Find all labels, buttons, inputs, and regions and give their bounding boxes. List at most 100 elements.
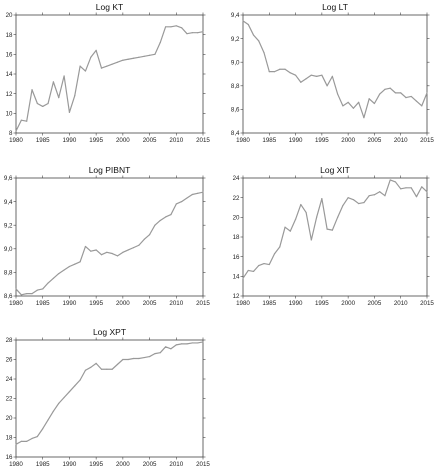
x-tick-label: 2000 (116, 461, 130, 468)
data-point (252, 270, 255, 273)
x-tick-label: 1990 (63, 461, 77, 468)
data-point (197, 192, 199, 194)
data-point (415, 100, 418, 102)
data-point (300, 203, 302, 206)
data-point (148, 234, 151, 236)
data-point (384, 195, 386, 197)
x-tick-label: 2010 (169, 300, 183, 307)
x-tick-label: 1990 (289, 300, 303, 307)
series-line (15, 25, 204, 132)
data-point (138, 244, 140, 246)
data-point (368, 98, 370, 100)
data-point (384, 88, 386, 90)
data-point (263, 52, 265, 54)
y-tick-label: 18 (6, 32, 13, 39)
x-tick-label: 2015 (420, 137, 434, 144)
data-point (68, 391, 71, 393)
x-tick-label: 1980 (236, 300, 250, 307)
data-point (363, 201, 365, 204)
x-tick-label: 2010 (394, 300, 408, 307)
data-point (143, 55, 145, 57)
data-point (197, 32, 199, 34)
data-point (305, 211, 307, 214)
data-point (294, 218, 297, 220)
data-point (181, 27, 183, 29)
data-point (148, 355, 151, 358)
y-tick-label: 14 (233, 274, 240, 281)
y-tick-label: 20 (6, 415, 13, 422)
data-point (191, 32, 193, 34)
data-point (68, 265, 71, 268)
data-point (273, 253, 276, 255)
x-tick-label: 1985 (262, 137, 276, 144)
data-point (63, 396, 65, 399)
x-tick-label: 2005 (368, 137, 382, 144)
data-point (42, 288, 44, 290)
data-point (389, 179, 391, 181)
data-point (352, 199, 354, 201)
data-point (379, 191, 381, 193)
data-point (289, 72, 291, 74)
x-tick-label: 1995 (89, 137, 103, 144)
data-point (197, 342, 199, 344)
x-tick-label: 2000 (341, 137, 355, 144)
data-point (90, 56, 92, 58)
data-point (373, 194, 376, 196)
data-point (170, 348, 172, 350)
panel-4: Log XIT 12 14 16 18 20 22 24 1980 1985 1990 1995 200… (233, 165, 435, 307)
x-tick-label: 2005 (368, 300, 382, 307)
data-point (284, 68, 286, 70)
panel-title: Log PIBNT (89, 165, 131, 175)
x-tick-label: 1980 (9, 300, 23, 307)
data-point (202, 341, 204, 343)
data-point (127, 58, 129, 60)
data-point (90, 366, 92, 368)
data-point (347, 101, 349, 103)
data-point (400, 188, 402, 190)
y-tick-label: 16 (6, 454, 13, 461)
panel-title: Log XPT (93, 327, 126, 337)
data-point (138, 56, 140, 58)
data-point (300, 81, 302, 83)
data-point (148, 54, 151, 56)
plot-frame (15, 339, 204, 458)
data-point (294, 74, 297, 76)
data-point (268, 263, 270, 266)
data-point (191, 193, 193, 196)
data-point (90, 250, 92, 252)
data-point (426, 191, 428, 193)
x-tick-label: 2010 (169, 461, 183, 468)
y-tick-label: 16 (233, 254, 240, 261)
y-tick-label: 18 (6, 435, 13, 442)
series-line (242, 179, 428, 279)
data-point (95, 49, 97, 52)
data-point (186, 33, 188, 35)
data-point (79, 379, 81, 381)
data-point (26, 440, 28, 442)
x-tick-label: 2005 (143, 300, 157, 307)
data-point (20, 119, 22, 121)
data-point (15, 130, 17, 132)
panel-5: Log XPT 16 18 20 22 24 26 28 1980 1985 1990 1995 200… (6, 327, 211, 468)
data-point (268, 71, 270, 73)
data-point (191, 342, 193, 344)
data-point (100, 67, 103, 69)
data-point (122, 59, 124, 61)
plot-frame (15, 177, 204, 297)
data-point (426, 92, 428, 94)
plot-frame (242, 14, 428, 134)
data-point (47, 282, 49, 284)
x-tick-label: 1995 (89, 461, 103, 468)
y-tick-label: 24 (6, 376, 13, 383)
data-point (405, 97, 407, 99)
data-point (79, 65, 81, 67)
data-point (122, 358, 124, 361)
data-point (122, 251, 124, 253)
data-point (95, 362, 97, 364)
data-point (47, 102, 49, 105)
series-line (15, 341, 204, 445)
x-tick-label: 1985 (36, 461, 50, 468)
y-tick-label: 12 (233, 293, 240, 300)
y-tick-label: 9,6 (4, 175, 13, 182)
y-tick-label: 8,8 (4, 270, 13, 277)
